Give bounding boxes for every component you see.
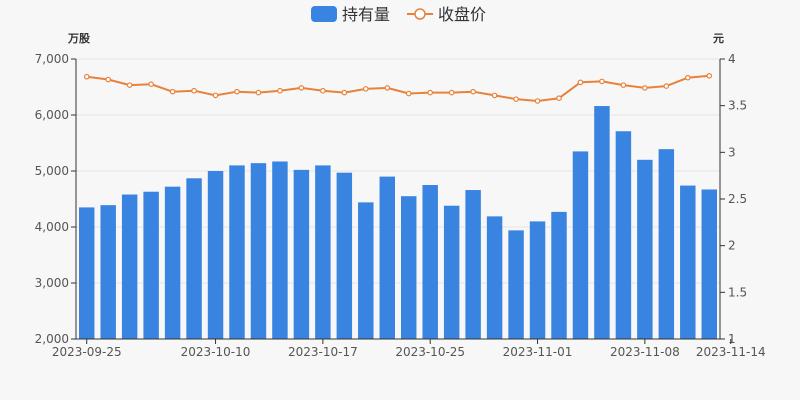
holding-bar[interactable]: [680, 185, 696, 339]
price-point[interactable]: [405, 90, 412, 97]
holding-bar[interactable]: [615, 131, 632, 339]
price-point[interactable]: [448, 89, 455, 96]
holding-bar[interactable]: [508, 230, 524, 339]
price-point[interactable]: [577, 79, 584, 86]
holding-bar[interactable]: [594, 106, 610, 339]
price-line: [86, 74, 710, 102]
price-point[interactable]: [534, 98, 541, 104]
right-axis-tick-label: 1: [728, 332, 736, 346]
price-point[interactable]: [513, 96, 519, 102]
legend-swatch-marker: [414, 8, 426, 20]
holding-bar[interactable]: [164, 186, 181, 339]
holding-bar[interactable]: [422, 185, 438, 339]
holding-bar[interactable]: [658, 149, 675, 339]
price-point[interactable]: [298, 85, 305, 91]
left-axis-tick-label: 4,000: [35, 220, 69, 234]
legend-label-holding: 持有量: [342, 5, 390, 24]
right-axis-tick-label: 4: [728, 52, 736, 66]
price-point[interactable]: [126, 82, 133, 88]
price-point[interactable]: [255, 89, 262, 96]
x-axis-tick-label: 2023-10-10: [181, 345, 251, 359]
price-point[interactable]: [341, 89, 348, 96]
holding-bar[interactable]: [443, 205, 460, 339]
price-point[interactable]: [706, 73, 713, 79]
right-axis-tick-label: 1.5: [728, 285, 747, 299]
legend-swatch-bar: [311, 6, 337, 22]
right-axis-tick-label: 2.5: [728, 192, 747, 206]
holding-bar[interactable]: [207, 171, 224, 339]
holding-bar[interactable]: [637, 159, 653, 339]
holding-bar[interactable]: [293, 169, 310, 339]
holding-bar[interactable]: [529, 221, 546, 339]
x-axis-tick-label: 2023-11-08: [610, 345, 680, 359]
left-axis-tick-label: 7,000: [35, 52, 69, 66]
right-axis-tick-label: 3: [728, 145, 736, 159]
price-point[interactable]: [212, 92, 219, 99]
legend-item-price[interactable]: 收盘价: [407, 5, 486, 24]
right-axis-tick-label: 2: [728, 239, 736, 253]
holding-bar[interactable]: [315, 165, 331, 339]
bar-series: [79, 106, 717, 339]
x-axis-tick-label: 2023-09-25: [52, 345, 122, 359]
price-point[interactable]: [277, 87, 283, 94]
price-point[interactable]: [191, 87, 197, 94]
holding-bar[interactable]: [465, 190, 481, 339]
left-axis-tick-label: 2,000: [35, 332, 69, 346]
holding-bar[interactable]: [701, 189, 717, 339]
legend[interactable]: 持有量 收盘价: [311, 5, 486, 24]
left-axis-tick-label: 3,000: [35, 276, 69, 290]
left-axis-tick-label: 6,000: [35, 108, 69, 122]
left-axis-unit: 万股: [67, 32, 91, 45]
price-point[interactable]: [234, 88, 240, 95]
holding-bar[interactable]: [100, 205, 116, 339]
price-point[interactable]: [384, 85, 391, 91]
price-point[interactable]: [620, 82, 627, 88]
line-series: [83, 73, 713, 104]
price-point[interactable]: [169, 88, 176, 95]
axes: 2,000 3,000 4,000 5,000 6,000 7,000 1 1.5 2 2.5 3 3…: [35, 52, 766, 359]
price-point[interactable]: [83, 73, 90, 80]
holding-bar[interactable]: [272, 161, 288, 339]
price-point[interactable]: [684, 74, 691, 81]
x-axis-tick-label: 2023-11-01: [503, 345, 573, 359]
price-point[interactable]: [148, 81, 154, 88]
holding-bar[interactable]: [186, 178, 202, 339]
price-point[interactable]: [105, 76, 112, 83]
x-axis-tick-label: 2023-10-17: [288, 345, 358, 359]
holding-bar[interactable]: [79, 207, 95, 339]
price-point[interactable]: [556, 95, 562, 102]
price-point[interactable]: [427, 89, 434, 96]
holding-bar[interactable]: [551, 211, 567, 339]
holding-bar[interactable]: [250, 163, 267, 339]
price-point[interactable]: [663, 83, 670, 89]
price-point[interactable]: [362, 86, 369, 92]
price-point[interactable]: [642, 85, 648, 91]
price-point[interactable]: [491, 92, 498, 99]
left-axis-tick-label: 5,000: [35, 164, 69, 178]
holding-bar[interactable]: [336, 172, 353, 339]
holding-bar[interactable]: [379, 176, 395, 339]
legend-label-price: 收盘价: [438, 5, 486, 24]
right-axis-unit: 元: [713, 32, 724, 45]
holding-bar[interactable]: [358, 202, 374, 339]
holding-bar[interactable]: [229, 165, 245, 339]
holding-bar[interactable]: [572, 151, 589, 339]
holding-bar[interactable]: [121, 194, 138, 339]
holding-bar[interactable]: [486, 216, 503, 339]
x-axis-tick-label: 2023-10-25: [395, 345, 465, 359]
x-axis-tick-label: 2023-11-14: [696, 345, 766, 359]
right-axis-tick-label: 3.5: [728, 99, 747, 113]
price-point[interactable]: [320, 87, 326, 94]
price-point[interactable]: [470, 88, 476, 95]
holding-bar[interactable]: [143, 191, 159, 339]
price-point[interactable]: [599, 78, 605, 85]
holding-bar[interactable]: [401, 196, 417, 339]
legend-item-holding[interactable]: 持有量: [311, 5, 390, 24]
